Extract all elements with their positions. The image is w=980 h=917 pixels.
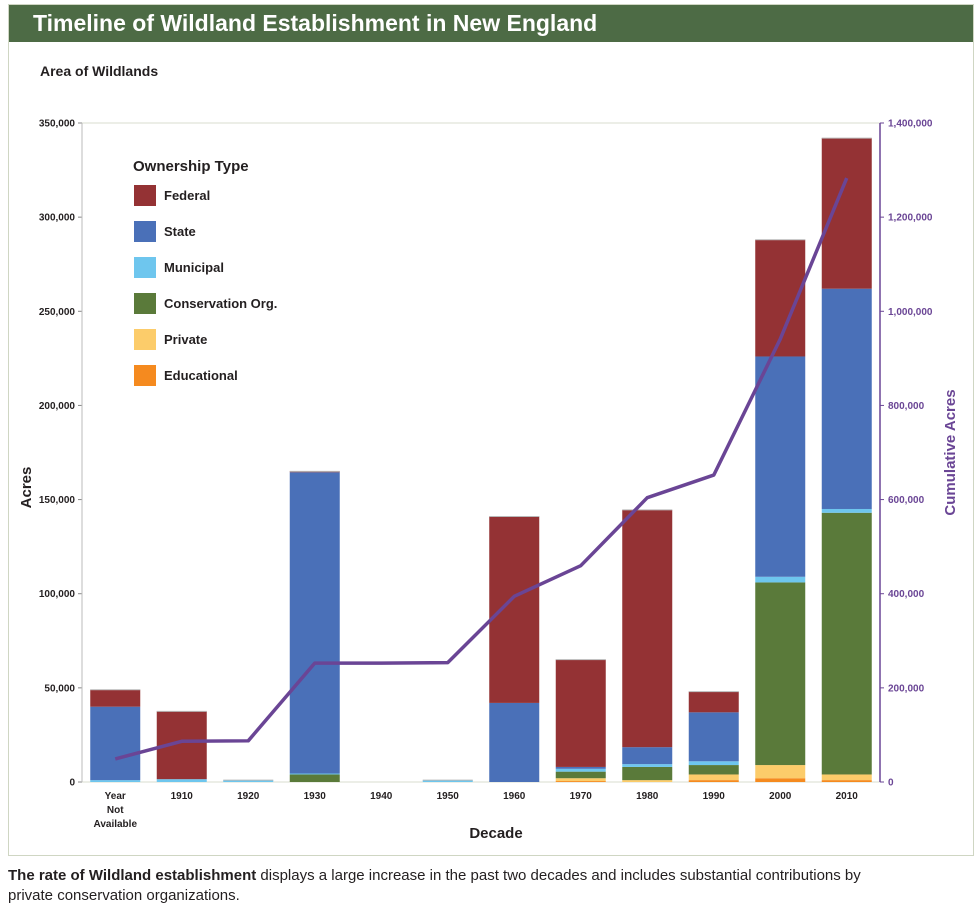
legend-label: Private	[164, 332, 207, 347]
x-tick-label: 1920	[237, 791, 260, 802]
bar-segment	[755, 778, 806, 782]
y-tick-label: 350,000	[39, 119, 76, 130]
y2-tick-label: 0	[888, 778, 894, 789]
y2-tick-label: 1,400,000	[888, 119, 933, 130]
bar-segment	[688, 712, 739, 762]
bar-segment	[223, 780, 274, 782]
cumulative-line	[114, 177, 849, 761]
legend-label: State	[164, 224, 196, 239]
bar-segment	[821, 508, 872, 513]
x-tick-label: 1980	[636, 791, 659, 802]
title-bar: Timeline of Wildland Establishment in Ne…	[9, 5, 973, 42]
bar-segment	[688, 691, 739, 713]
y2-tick-label: 400,000	[888, 589, 925, 600]
x-tick-label: 1990	[703, 791, 726, 802]
bar-segment	[555, 768, 606, 772]
bar-segment	[622, 766, 673, 781]
x-tick-label: 1940	[370, 791, 393, 802]
bar-segment	[622, 780, 673, 782]
y2-axis-title: Cumulative Acres	[942, 389, 959, 515]
caption-bold: The rate of Wildland establishment	[8, 867, 257, 884]
bar-segment	[821, 774, 872, 781]
figure-title: Timeline of Wildland Establishment in Ne…	[33, 10, 598, 36]
bar-segment	[489, 702, 540, 782]
bar-segment	[90, 689, 141, 707]
x-tick-label: 2010	[836, 791, 859, 802]
y2-tick-label: 1,200,000	[888, 213, 933, 224]
bar-segment	[688, 765, 739, 775]
legend-swatch	[134, 185, 156, 206]
bar-segment	[821, 288, 872, 509]
y2-tick-label: 600,000	[888, 495, 925, 506]
bar-segment	[555, 778, 606, 782]
legend-swatch	[134, 365, 156, 386]
bar-segment	[688, 774, 739, 781]
legend-swatch	[134, 221, 156, 242]
y-tick-label: 200,000	[39, 401, 76, 412]
bar-segment	[555, 659, 606, 767]
y-axis-title: Acres	[18, 467, 35, 509]
bar-segment	[90, 706, 141, 781]
legend-label: Conservation Org.	[164, 296, 277, 311]
caption-text: displays a large increase in the past tw…	[8, 867, 861, 904]
bar-segment	[489, 516, 540, 703]
legend-label: Municipal	[164, 260, 224, 275]
bar-segment	[688, 780, 739, 782]
y2-tick-label: 200,000	[888, 683, 925, 694]
x-tick-label: 2000	[769, 791, 792, 802]
bar-segment	[555, 771, 606, 779]
x-tick-label: Year Not Available	[93, 791, 137, 830]
bar-segment	[622, 764, 673, 767]
legend: Ownership Type Federal State Municipal Conse…	[133, 158, 277, 386]
bar-segment	[622, 509, 673, 748]
figure-frame	[8, 4, 974, 856]
y-tick-label: 100,000	[39, 589, 76, 600]
legend-label: Federal	[164, 188, 210, 203]
x-axis-title: Decade	[469, 825, 522, 842]
x-tick-label: 1950	[437, 791, 460, 802]
legend-swatch	[134, 293, 156, 314]
legend-swatch	[134, 329, 156, 350]
x-tick-label: 1930	[304, 791, 327, 802]
bar-segment	[755, 765, 806, 779]
bar-segment	[821, 138, 872, 289]
bar-segment	[156, 779, 207, 782]
bars	[90, 137, 872, 782]
bar-segment	[555, 781, 606, 782]
bar-segment	[821, 780, 872, 782]
bar-segment	[821, 512, 872, 775]
x-tick-label: 1970	[570, 791, 593, 802]
legend-title: Ownership Type	[133, 158, 249, 175]
y2-tick-label: 800,000	[888, 401, 925, 412]
y-tick-label: 150,000	[39, 495, 76, 506]
legend-swatch	[134, 257, 156, 278]
bar-segment	[622, 747, 673, 765]
y-tick-label: 300,000	[39, 213, 76, 224]
legend-label: Educational	[164, 368, 238, 383]
y-tick-label: 50,000	[44, 683, 75, 694]
bar-segment	[289, 773, 340, 775]
bar-segment	[755, 582, 806, 766]
bar-segment	[555, 766, 606, 769]
bar-segment	[688, 761, 739, 766]
y-tick-label: 0	[69, 778, 75, 789]
bar-segment	[755, 576, 806, 583]
axes: 0 50,000 100,000 150,000 200,000 250,000 300,0…	[18, 119, 959, 843]
cumulative-line-layer	[114, 177, 849, 761]
bar-segment	[755, 356, 806, 577]
figure-caption: The rate of Wildland establishment displ…	[8, 866, 908, 906]
bar-segment	[90, 780, 141, 782]
chart-subtitle: Area of Wildlands	[40, 63, 159, 79]
bar-segment	[289, 472, 340, 774]
bar-segment	[422, 780, 473, 782]
bar-segment	[289, 774, 340, 782]
x-tick-label: 1960	[503, 791, 526, 802]
x-tick-label: 1910	[171, 791, 194, 802]
y2-tick-label: 1,000,000	[888, 307, 933, 318]
y-tick-label: 250,000	[39, 307, 76, 318]
